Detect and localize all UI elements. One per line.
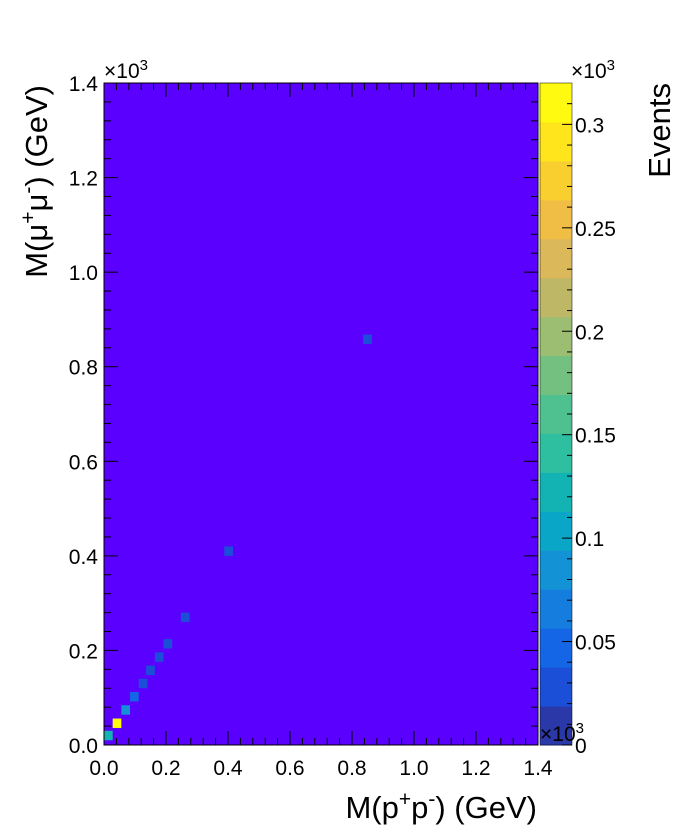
y-tick-label: 1.4 — [69, 73, 99, 96]
colorbar-title: Events — [642, 83, 677, 178]
x-tick-label: 1.4 — [523, 757, 553, 780]
colorbar-segment — [540, 316, 572, 357]
colorbar-tick-label: 0.2 — [575, 321, 604, 344]
colorbar-segment — [540, 667, 572, 707]
colorbar-tick-label: 0 — [575, 735, 587, 758]
colorbar-tick-label: 0.25 — [575, 218, 616, 241]
colorbar-tick-label: 0.1 — [575, 528, 604, 551]
y-tick-label: 1.0 — [69, 262, 98, 285]
colorbar-tick-label: 0.3 — [575, 114, 604, 137]
x-tick-label: 0.0 — [89, 757, 118, 780]
colorbar-segment — [540, 589, 572, 629]
y-tick-label: 0.0 — [69, 735, 98, 758]
heatmap-cell — [224, 546, 233, 556]
colorbar-segment — [540, 355, 572, 396]
y-tick-label: 0.6 — [69, 451, 98, 474]
colorbar-segment — [540, 83, 572, 123]
y-tick-label: 0.8 — [69, 357, 98, 380]
colorbar-segment — [540, 121, 572, 162]
x-tick-label: 0.2 — [151, 757, 180, 780]
heatmap-cell — [104, 730, 113, 741]
colorbar-segment — [540, 628, 572, 668]
heatmap-background — [104, 83, 538, 745]
x-tick-label: 1.2 — [461, 757, 490, 780]
y-axis-multiplier: ×103 — [104, 57, 148, 83]
colorbar-segment — [540, 238, 572, 279]
heatmap-cell — [363, 334, 372, 345]
y-axis-title: M(μ+μ-) (GeV) — [17, 85, 54, 278]
y-tick-label: 1.2 — [69, 168, 98, 191]
colorbar-tick-label: 0.15 — [575, 425, 616, 448]
colorbar-segment — [540, 433, 572, 473]
heatmap-cell — [130, 692, 139, 702]
colorbar-ticks: 0 0.05 0.1 0.15 0.2 0.25 0.3 — [562, 103, 616, 758]
colorbar-tick-label: 0.05 — [575, 632, 616, 655]
heatmap-cell — [112, 718, 122, 728]
heatmap-cell — [138, 678, 148, 689]
heatmap-cell — [146, 665, 155, 676]
x-tick-label: 0.8 — [337, 757, 366, 780]
y-axis-ticks: 0.0 0.2 0.4 0.6 0.8 1.0 1.2 1.4 — [69, 73, 538, 758]
x-axis-multiplier: ×103 — [540, 720, 584, 746]
x-axis-title: M(p+p-) (GeV) — [345, 788, 537, 825]
y-tick-label: 0.4 — [69, 546, 99, 569]
colorbar-segment — [540, 394, 572, 434]
colorbar-segment — [540, 550, 572, 590]
x-axis-ticks: 0.0 0.2 0.4 0.6 0.8 1.0 1.2 1.4 — [89, 83, 553, 780]
colorbar-segment — [540, 277, 572, 318]
heatmap-cells — [104, 83, 538, 745]
colorbar-segment — [540, 706, 572, 746]
colorbar-segment — [540, 199, 572, 240]
colorbar-multiplier: ×103 — [571, 57, 615, 83]
heatmap-cell — [154, 652, 164, 662]
x-tick-label: 1.0 — [399, 757, 428, 780]
x-tick-label: 0.4 — [213, 757, 243, 780]
plot-frame — [103, 82, 539, 746]
heatmap-cell — [121, 705, 131, 715]
x-tick-label: 0.6 — [275, 757, 304, 780]
colorbar — [539, 82, 573, 746]
heatmap-cell — [180, 612, 190, 623]
heatmap-cell — [163, 639, 173, 649]
colorbar-segment — [540, 472, 572, 512]
colorbar-segment — [540, 160, 572, 201]
colorbar-segment — [540, 511, 572, 551]
y-tick-label: 0.2 — [69, 640, 98, 663]
